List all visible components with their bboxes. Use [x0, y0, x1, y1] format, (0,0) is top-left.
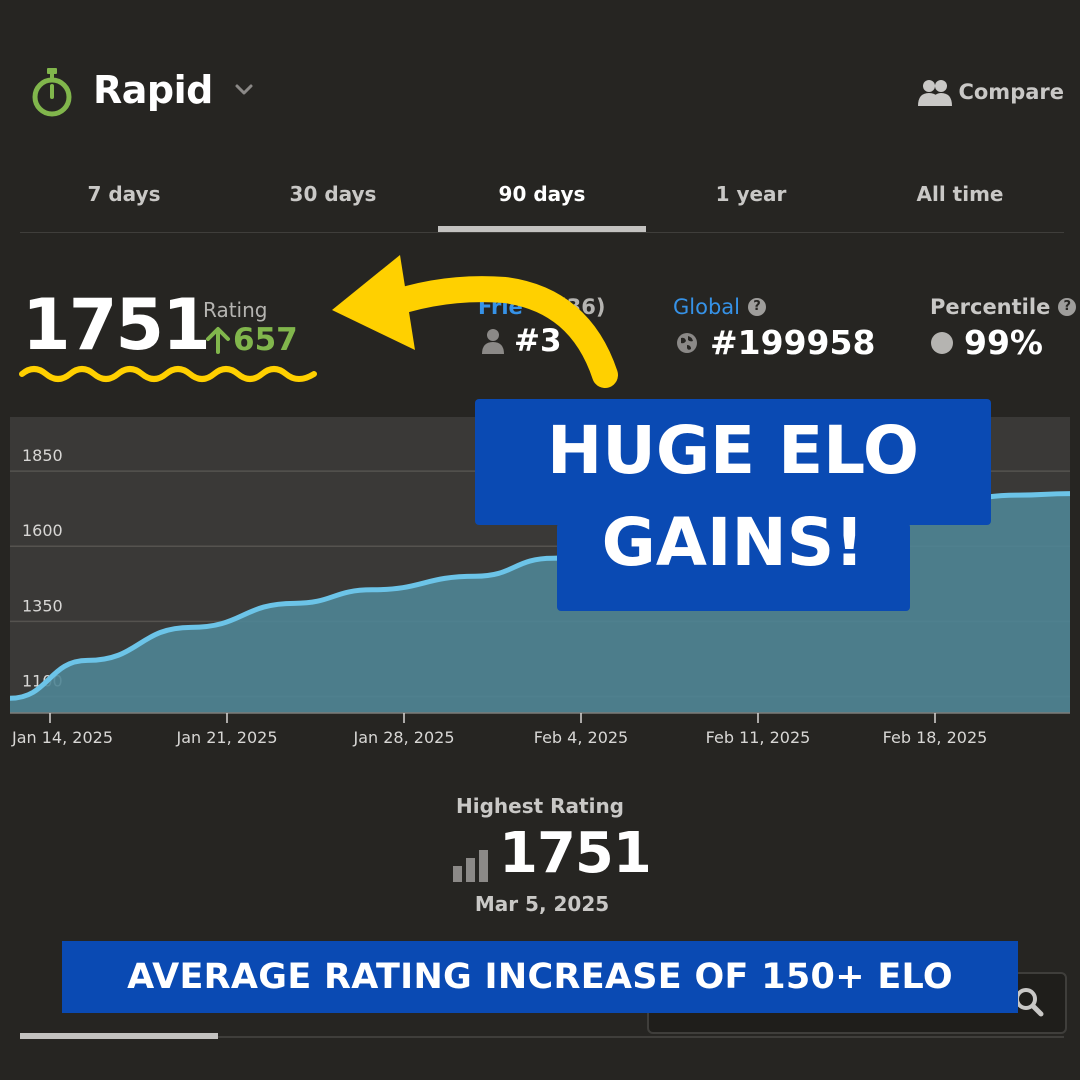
current-rating: 1751: [22, 284, 211, 366]
rating-delta: 657: [205, 322, 298, 358]
user-icon: [482, 329, 504, 354]
x-tick-label: Feb 11, 2025: [706, 728, 811, 747]
tab-all-time[interactable]: All time: [916, 182, 1004, 206]
highest-rating-date: Mar 5, 2025: [474, 892, 610, 916]
headline-line-1: HUGE ELO: [547, 412, 919, 489]
compare-button[interactable]: Compare: [918, 78, 1064, 106]
bottom-banner: AVERAGE RATING INCREASE OF 150+ ELO: [62, 941, 1018, 1013]
x-tick-label: Feb 4, 2025: [534, 728, 628, 747]
active-tab-indicator: [438, 226, 646, 232]
arrow-up-icon: [206, 327, 230, 354]
time-control-title[interactable]: Rapid: [93, 68, 213, 112]
x-axis-band: [10, 713, 1070, 750]
headline-badge: [475, 399, 991, 525]
help-icon[interactable]: ?: [748, 298, 766, 316]
percentile-value: 99%: [964, 323, 1043, 362]
percentile: 99%: [930, 323, 1043, 362]
y-tick-label: 1350: [22, 596, 63, 615]
y-tick-label: 1850: [22, 446, 63, 465]
stopwatch-icon: [32, 68, 72, 117]
bar-chart-icon: [453, 850, 488, 882]
users-icon: [918, 80, 953, 106]
highest-rating-label: Highest Rating: [455, 794, 624, 818]
period-tabs: 7 days 30 days 90 days 1 year All time: [20, 160, 1064, 233]
x-tick-label: Jan 21, 2025: [176, 728, 278, 747]
tab-90-days[interactable]: 90 days: [498, 182, 586, 206]
help-icon[interactable]: ?: [1058, 298, 1077, 316]
x-tick-label: Jan 14, 2025: [11, 728, 113, 747]
friends-rank-value: #3: [514, 323, 562, 359]
rating-delta-value: 657: [233, 322, 298, 358]
headline-line-2: GAINS!: [601, 504, 865, 581]
wavy-underline: [19, 366, 317, 382]
tab-7-days[interactable]: 7 days: [87, 182, 161, 206]
percentile-label-wrap: Percentile ?: [930, 295, 1077, 319]
compare-label: Compare: [958, 80, 1064, 104]
highest-rating-value: 1751: [499, 821, 652, 886]
tab-1-year[interactable]: 1 year: [715, 182, 787, 206]
bottom-active-tab-indicator[interactable]: [20, 1033, 218, 1039]
highest-rating: 1751: [453, 821, 652, 886]
globe-icon: [677, 332, 697, 353]
yellow-arrow-annotation: [332, 255, 618, 388]
percentile-circle-icon: [931, 331, 953, 354]
friends-rank: #3: [482, 323, 562, 359]
global-label-wrap: Global ?: [673, 295, 766, 319]
x-tick-label: Feb 18, 2025: [883, 728, 988, 747]
global-rank-value: #199958: [710, 323, 876, 362]
chevron-down-icon[interactable]: [234, 82, 254, 96]
percentile-label: Percentile: [930, 295, 1051, 319]
headline-badge-lower: [557, 523, 910, 611]
tab-30-days[interactable]: 30 days: [289, 182, 377, 206]
y-tick-label: 1600: [22, 521, 63, 540]
search-icon[interactable]: [1014, 987, 1044, 1017]
rating-label: Rating: [203, 298, 268, 322]
headline: HUGE ELO GAINS!: [475, 405, 991, 589]
x-tick-label: Jan 28, 2025: [353, 728, 455, 747]
global-rank: #199958: [676, 323, 875, 362]
global-label: Global: [673, 295, 740, 319]
bottom-tab-bar: [20, 1036, 1064, 1038]
